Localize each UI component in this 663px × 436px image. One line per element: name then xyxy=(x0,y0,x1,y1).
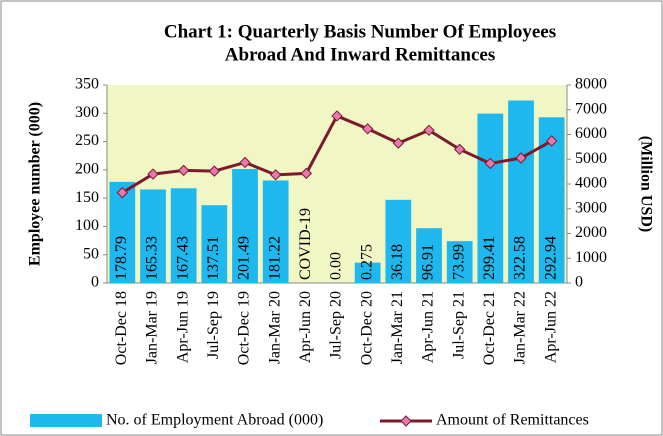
y-tick-label: 250 xyxy=(75,132,99,149)
chart-title: Chart 1: Quarterly Basis Number Of Emplo… xyxy=(164,21,556,42)
y-tick-label: 0 xyxy=(91,274,99,291)
marker xyxy=(116,186,129,199)
y-tick-label: 300 xyxy=(75,104,99,121)
x-tick-label: Jul-Sep 21 xyxy=(450,291,467,359)
y2-tick-label: 0 xyxy=(575,274,583,291)
bar xyxy=(446,241,473,283)
y-tick-label: 100 xyxy=(75,217,99,234)
bar-label: 36.18 xyxy=(389,244,406,280)
x-tick-label: Apr-Jun 22 xyxy=(542,291,559,363)
marker xyxy=(177,164,190,177)
marker xyxy=(331,110,343,122)
legend-label: Amount of Remittances xyxy=(436,412,589,429)
bar-label: 0.275 xyxy=(358,244,375,280)
bar-label: 96.91 xyxy=(420,244,437,280)
marker xyxy=(300,167,313,180)
bar xyxy=(170,188,197,283)
bar-label: 201.49 xyxy=(236,236,253,280)
y2-tick-label: 1000 xyxy=(575,249,607,266)
marker xyxy=(545,135,558,147)
y2-tick-label: 4000 xyxy=(575,175,607,192)
bar-label: 0.00 xyxy=(328,252,345,280)
marker xyxy=(515,152,527,164)
x-tick-label: Oct-Dec 19 xyxy=(236,291,253,365)
bar xyxy=(232,169,258,283)
marker xyxy=(453,143,466,156)
legend-marker xyxy=(400,415,412,427)
x-tick-label: Jul-Sep 19 xyxy=(205,291,222,359)
bar xyxy=(262,180,289,283)
bar-label: 299.41 xyxy=(481,236,498,280)
x-tick-label: Jul-Sep 20 xyxy=(328,291,345,359)
y2-axis-label: (Million USD) xyxy=(637,136,654,232)
bar-label: 181.22 xyxy=(266,236,283,280)
x-tick-label: Apr-Jun 19 xyxy=(174,291,191,363)
marker xyxy=(392,137,405,149)
x-tick-label: Jan-Mar 21 xyxy=(389,291,406,364)
marker xyxy=(147,168,159,180)
bar xyxy=(109,181,136,283)
bar xyxy=(477,113,504,284)
y2-tick-label: 3000 xyxy=(575,199,607,216)
bar-label: 292.94 xyxy=(542,236,559,280)
x-tick-label: Oct-Dec 18 xyxy=(113,291,130,365)
y2-tick-label: 8000 xyxy=(575,76,607,93)
bar-label: 167.43 xyxy=(174,236,191,280)
x-tick-label: Oct-Dec 20 xyxy=(358,291,375,365)
marker xyxy=(208,165,221,177)
bar-label: 165.33 xyxy=(144,236,161,280)
chart-title: Abroad And Inward Remittances xyxy=(225,44,495,65)
x-tick-label: Jan-Mar 22 xyxy=(512,291,529,364)
bar xyxy=(416,228,442,283)
bar xyxy=(354,262,381,283)
y2-tick-label: 5000 xyxy=(575,150,607,167)
bar xyxy=(508,100,534,283)
x-tick-label: Jan-Mar 19 xyxy=(144,291,161,364)
y-axis-label: Employee number (000) xyxy=(27,102,44,266)
y2-tick-label: 2000 xyxy=(575,224,607,241)
bar xyxy=(201,205,228,283)
bar-label: 322.58 xyxy=(512,236,529,280)
marker xyxy=(269,169,282,181)
marker xyxy=(423,124,435,137)
marker xyxy=(239,156,251,169)
y-tick-label: 50 xyxy=(83,245,99,262)
bar xyxy=(140,189,166,283)
y-tick-label: 350 xyxy=(75,76,99,93)
y-tick-label: 200 xyxy=(75,161,99,178)
bar xyxy=(385,199,412,283)
y2-tick-label: 7000 xyxy=(575,100,607,117)
x-tick-label: Apr-Jun 21 xyxy=(420,291,437,363)
legend-label: No. of Employment Abroad (000) xyxy=(106,412,323,429)
x-tick-label: Oct-Dec 21 xyxy=(481,291,498,365)
legend-swatch xyxy=(30,414,102,427)
x-tick-label: Apr-Jun 20 xyxy=(297,291,314,363)
x-tick-label: Jan-Mar 20 xyxy=(266,291,283,364)
bar-label: COVID-19 xyxy=(297,208,314,280)
bar-label: 73.99 xyxy=(450,244,467,280)
marker xyxy=(484,157,497,170)
bar-label: 137.51 xyxy=(205,236,222,280)
marker xyxy=(361,123,374,135)
y-tick-label: 150 xyxy=(75,189,99,206)
bar-label: 178.79 xyxy=(113,236,130,280)
y2-tick-label: 6000 xyxy=(575,125,607,142)
